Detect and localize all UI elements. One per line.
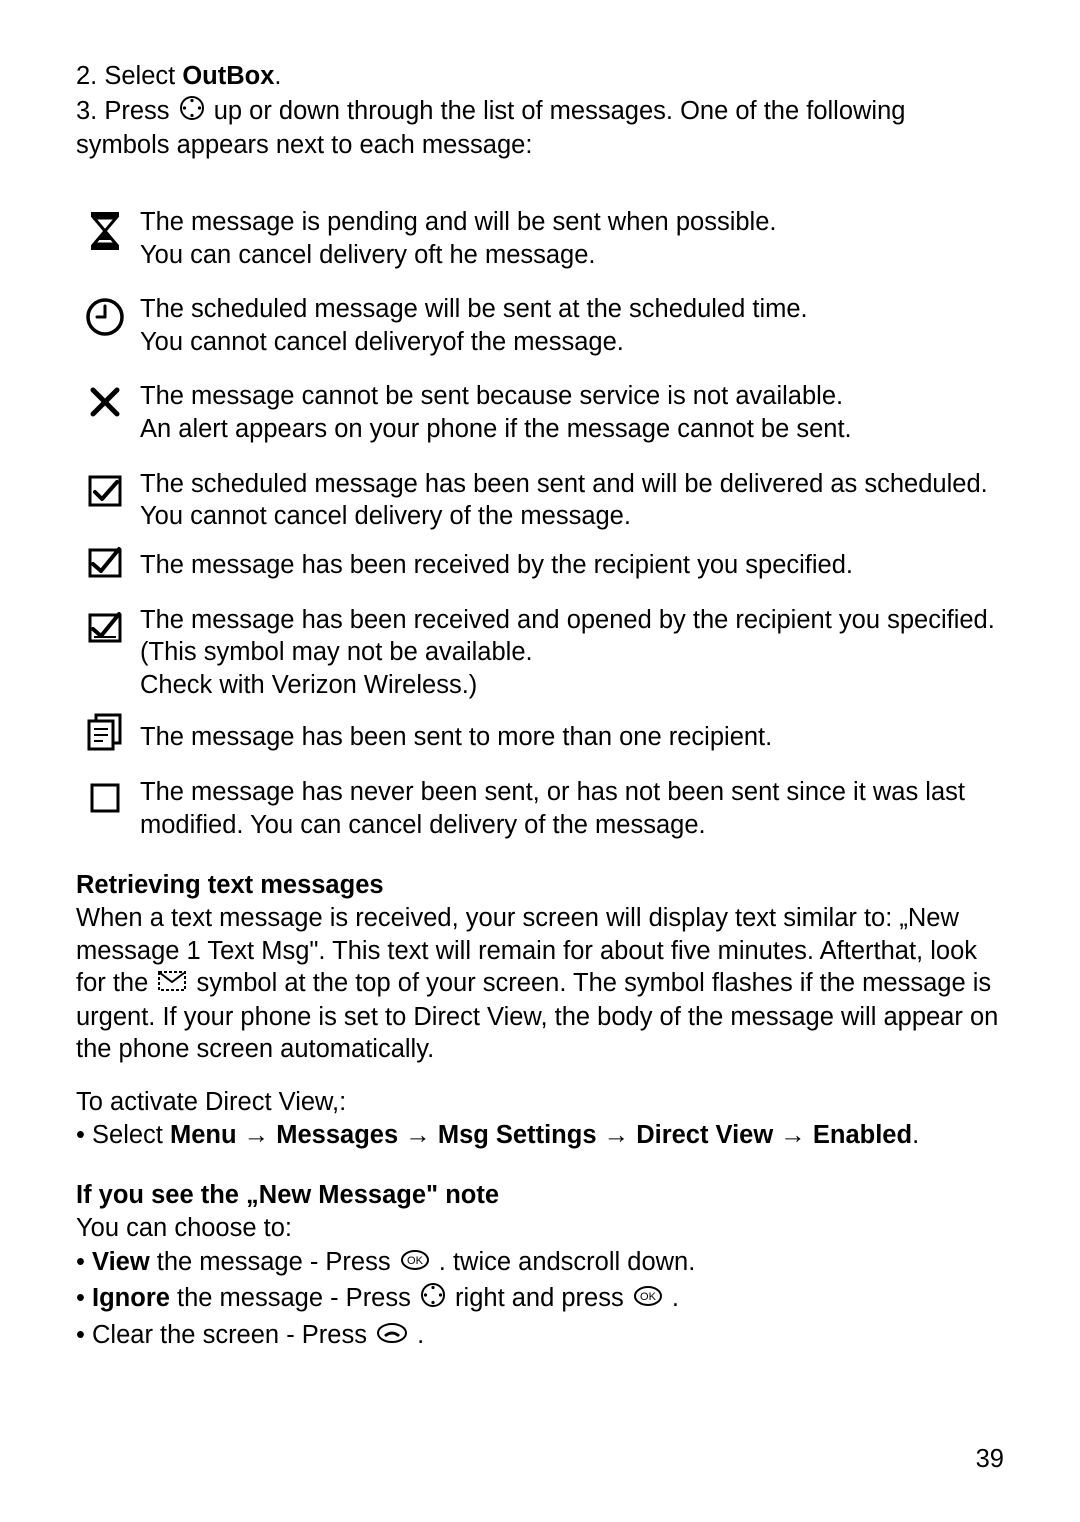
- ignore-mid: the message - Press: [170, 1284, 418, 1312]
- ignore-prefix: •: [76, 1284, 92, 1312]
- retrieving-p1b: symbol at the top of your screen. The sy…: [76, 969, 998, 1063]
- new-message-intro: You can choose to:: [76, 1212, 1004, 1245]
- nav-prefix: • Select: [76, 1121, 170, 1149]
- view-bullet: • View the message - Press OK . twice an…: [76, 1246, 1004, 1280]
- page-number: 39: [976, 1443, 1004, 1476]
- nav-arrow-3: →: [773, 1121, 813, 1149]
- document-page: 2. Select OutBox. 3. Press up or down th…: [0, 0, 1080, 1522]
- view-bold: View: [92, 1248, 150, 1276]
- svg-text:OK: OK: [407, 1255, 424, 1267]
- hourglass-icon: [76, 206, 134, 254]
- nav-item-0: Menu: [170, 1121, 237, 1149]
- end-key-icon: [376, 1320, 408, 1353]
- ignore-mid2: right and press: [455, 1284, 631, 1312]
- view-suffix: . twice andscroll down.: [439, 1248, 696, 1276]
- nav-circle-icon: [179, 95, 205, 130]
- retrieving-heading: Retrieving text messages: [76, 869, 1004, 902]
- x-icon: [76, 380, 134, 422]
- symbol-row-scheduled: The scheduled message will be sent at th…: [76, 293, 1004, 358]
- svg-text:OK: OK: [640, 1291, 657, 1303]
- envelope-icon: [157, 968, 187, 1001]
- step-2-bold: OutBox: [182, 62, 274, 90]
- symbol-text-pending: The message is pending and will be sent …: [134, 206, 1004, 271]
- symbol-text-scheduled: The scheduled message will be sent at th…: [134, 293, 1004, 358]
- clear-suffix: .: [417, 1321, 424, 1349]
- clock-icon: [76, 293, 134, 339]
- symbol-row-multiple: The message has been sent to more than o…: [76, 707, 1004, 754]
- nav-arrow-2: →: [597, 1121, 637, 1149]
- symbol-row-opened: The message has been received and opened…: [76, 604, 1004, 702]
- step-2: 2. Select OutBox.: [76, 60, 1004, 93]
- clear-bullet: • Clear the screen - Press .: [76, 1319, 1004, 1353]
- ignore-suffix: .: [672, 1284, 679, 1312]
- symbol-row-failed: The message cannot be sent because servi…: [76, 380, 1004, 445]
- step-3-prefix: 3. Press: [76, 97, 177, 125]
- empty-box-icon: [76, 776, 134, 818]
- step-3: 3. Press up or down through the list of …: [76, 95, 1004, 162]
- step-2-suffix: .: [274, 62, 281, 90]
- ignore-bullet: • Ignore the message - Press right and p…: [76, 1282, 1004, 1317]
- symbol-text-received: The message has been received by the rec…: [134, 539, 1004, 582]
- symbol-row-sent-scheduled: The scheduled message has been sent and …: [76, 468, 1004, 533]
- symbol-text-opened: The message has been received and opened…: [134, 604, 1004, 702]
- symbol-text-sent-scheduled: The scheduled message has been sent and …: [134, 468, 1004, 533]
- symbol-text-multiple: The message has been sent to more than o…: [134, 707, 1004, 754]
- nav-item-3: Direct View: [636, 1121, 773, 1149]
- nav-item-4: Enabled: [813, 1121, 912, 1149]
- nav-suffix: .: [912, 1121, 919, 1149]
- direct-view-nav: • Select Menu → Messages → Msg Settings …: [76, 1119, 1004, 1152]
- check-box-icon: [76, 468, 134, 510]
- nav-item-1: Messages: [276, 1121, 398, 1149]
- ok-key-icon: OK: [633, 1283, 663, 1316]
- symbol-row-pending: The message is pending and will be sent …: [76, 206, 1004, 271]
- step-2-prefix: 2. Select: [76, 62, 182, 90]
- view-mid: the message - Press: [150, 1248, 398, 1276]
- clear-prefix: • Clear the screen - Press: [76, 1321, 367, 1349]
- ok-key-icon: OK: [400, 1247, 430, 1280]
- retrieving-p2: To activate Direct View,:: [76, 1086, 1004, 1119]
- nav-arrow-1: →: [398, 1121, 438, 1149]
- symbol-row-unsent: The message has never been sent, or has …: [76, 776, 1004, 841]
- check-box-opened-icon: [76, 604, 134, 646]
- symbol-text-failed: The message cannot be sent because servi…: [134, 380, 1004, 445]
- nav-item-2: Msg Settings: [438, 1121, 597, 1149]
- symbol-row-received: The message has been received by the rec…: [76, 539, 1004, 582]
- new-message-heading: If you see the „New Message" note: [76, 1179, 1004, 1212]
- nav-circle-icon: [420, 1282, 446, 1317]
- view-prefix: •: [76, 1248, 92, 1276]
- symbol-text-unsent: The message has never been sent, or has …: [134, 776, 1004, 841]
- retrieving-paragraph: When a text message is received, your sc…: [76, 902, 1004, 1066]
- check-box-received-icon: [76, 539, 134, 581]
- ignore-bold: Ignore: [92, 1284, 170, 1312]
- nav-arrow-0: →: [237, 1121, 277, 1149]
- multiple-recipients-icon: [76, 707, 134, 753]
